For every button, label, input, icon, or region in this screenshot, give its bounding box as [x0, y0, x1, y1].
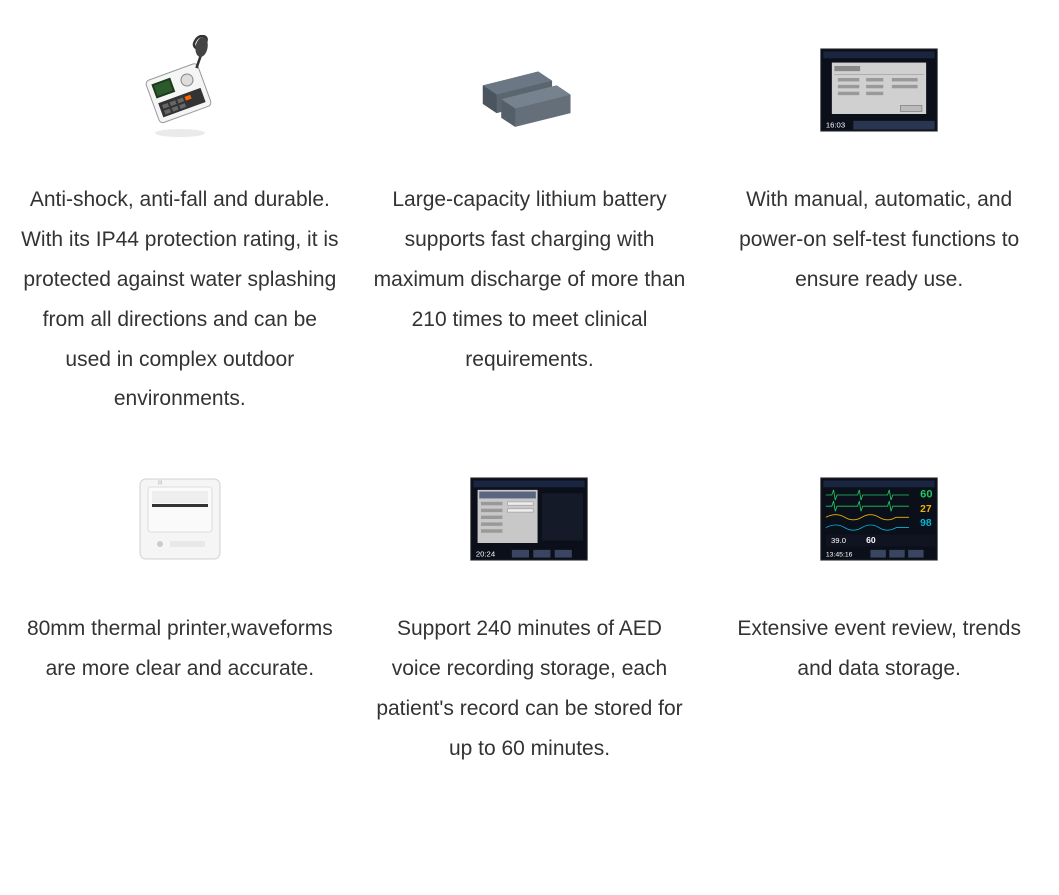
feature-item: Large-capacity lithium battery supports … — [370, 30, 690, 419]
printer-icon: ⊡ — [120, 459, 240, 579]
svg-text:98: 98 — [920, 518, 932, 529]
feature-description: 80mm thermal printer,waveforms are more … — [20, 609, 340, 689]
svg-text:60: 60 — [866, 535, 876, 545]
feature-item: ⊡ 80mm thermal printer,waveforms are mor… — [20, 459, 340, 769]
feature-item: 16:03 With manual, automatic, and power-… — [719, 30, 1039, 419]
svg-text:27: 27 — [920, 504, 932, 515]
feature-item: Anti-shock, anti-fall and durable. With … — [20, 30, 340, 419]
svg-text:39.0: 39.0 — [831, 536, 846, 545]
monitor-waves-icon: 60 27 98 39.0 60 13:45:16 — [819, 459, 939, 579]
feature-item: 60 27 98 39.0 60 13:45:16 Extensive even… — [719, 459, 1039, 769]
svg-text:20:24: 20:24 — [476, 550, 496, 559]
feature-description: Support 240 minutes of AED voice recordi… — [370, 609, 690, 769]
feature-description: Extensive event review, trends and data … — [719, 609, 1039, 689]
monitor-dialog-icon: 20:24 — [469, 459, 589, 579]
feature-item: 20:24 Support 240 minutes of AED voice r… — [370, 459, 690, 769]
svg-text:⊡: ⊡ — [158, 480, 162, 486]
feature-description: Anti-shock, anti-fall and durable. With … — [20, 180, 340, 419]
device-icon — [120, 30, 240, 150]
feature-description: Large-capacity lithium battery supports … — [370, 180, 690, 379]
svg-text:16:03: 16:03 — [826, 121, 845, 130]
battery-icon — [469, 30, 589, 150]
feature-grid: Anti-shock, anti-fall and durable. With … — [20, 30, 1039, 769]
monitor-settings-icon: 16:03 — [819, 30, 939, 150]
feature-description: With manual, automatic, and power-on sel… — [719, 180, 1039, 300]
svg-text:13:45:16: 13:45:16 — [826, 552, 853, 559]
svg-text:60: 60 — [920, 489, 932, 501]
